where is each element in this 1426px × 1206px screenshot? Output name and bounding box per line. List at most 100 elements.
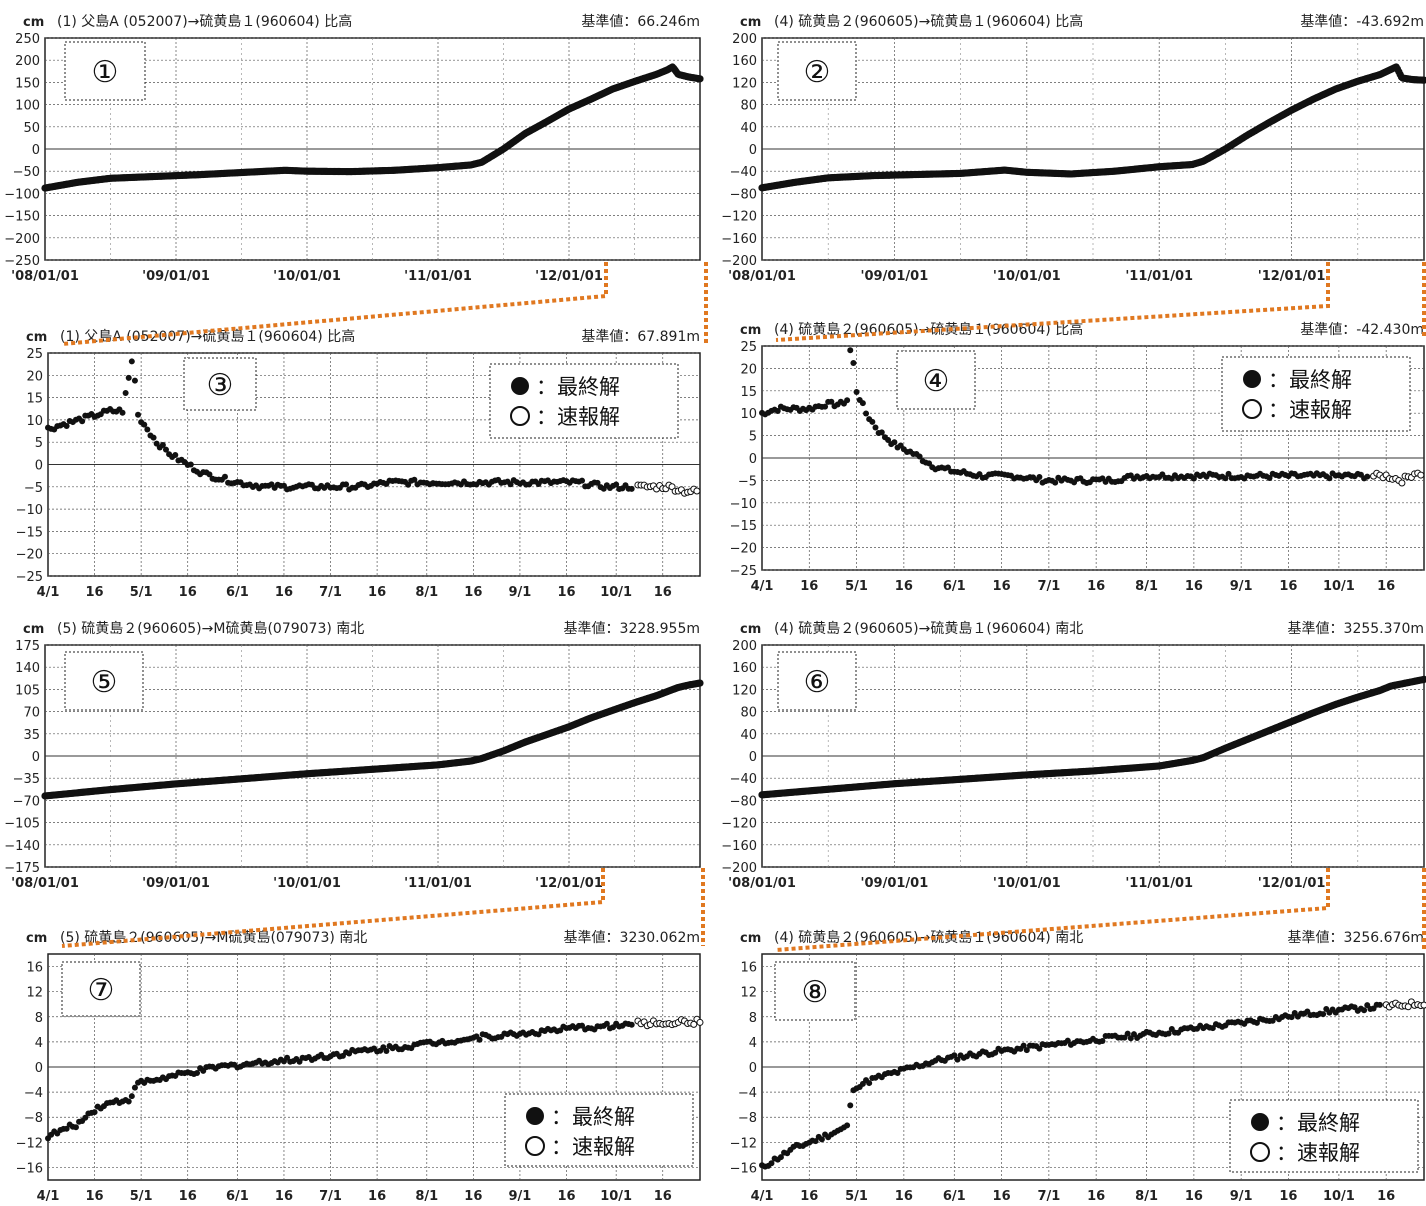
panel-badge: ③ (207, 368, 234, 403)
data-point (187, 461, 194, 468)
data-point (812, 1138, 819, 1145)
data-point (1326, 475, 1333, 482)
x-tick-label: '09/01/01 (861, 269, 929, 284)
y-tick-label: −8 (24, 1111, 43, 1126)
y-tick-label: −16 (730, 1161, 757, 1176)
y-tick-label: −5 (738, 474, 757, 489)
x-tick-label: 6/1 (226, 585, 249, 600)
x-tick-label: 16 (464, 585, 482, 600)
data-point (1361, 1007, 1368, 1014)
x-tick-label: '10/01/01 (273, 269, 341, 284)
x-tick-label: 16 (993, 579, 1011, 594)
data-point (206, 471, 213, 478)
data-point (150, 434, 157, 441)
series-rapid (1382, 998, 1426, 1011)
x-tick-label: 16 (557, 585, 575, 600)
y-tick-label: 0 (749, 143, 757, 158)
chart-header: (5) 硫黄島２(960605)→M硫黄島(079073) 南北 (57, 620, 364, 637)
y-tick-label: −16 (16, 1161, 43, 1176)
x-tick-label: 5/1 (845, 579, 868, 594)
y-tick-label: −10 (730, 497, 757, 512)
y-tick-label: 10 (26, 414, 43, 429)
data-point (859, 400, 866, 407)
y-tick-label: −4 (24, 1086, 43, 1101)
data-point (951, 1052, 958, 1059)
legend-rapid-marker (510, 406, 530, 426)
y-tick-label: −25 (730, 564, 757, 579)
data-point (141, 421, 148, 428)
y-tick-label: −40 (730, 165, 757, 180)
x-tick-label: '09/01/01 (142, 876, 210, 891)
x-tick-label: 5/1 (845, 1189, 868, 1204)
unit-label: cm (26, 931, 47, 946)
chart-header: (4) 硫黄島２(960605)→硫黄島１(960604) 南北 (774, 929, 1083, 946)
y-tick-label: −4 (738, 1086, 757, 1101)
x-tick-label: 16 (368, 1189, 386, 1204)
x-tick-label: 16 (895, 1189, 913, 1204)
y-tick-label: 0 (749, 452, 757, 467)
panel-badge-box (183, 357, 257, 411)
series-final (758, 675, 1426, 799)
y-tick-label: −20 (730, 542, 757, 557)
legend-final-marker (511, 377, 529, 395)
x-tick-label: 7/1 (319, 1189, 342, 1204)
legend-final-label: ：最終解 (551, 1105, 635, 1129)
y-tick-label: 250 (15, 32, 40, 47)
x-tick-label: 16 (800, 1189, 818, 1204)
y-tick-label: 15 (740, 385, 757, 400)
data-point (1052, 479, 1059, 486)
data-point (696, 75, 704, 83)
data-point (693, 487, 701, 495)
panel-badge: ④ (923, 364, 950, 399)
data-point (696, 1018, 704, 1026)
unit-label: cm (740, 931, 761, 946)
data-point (383, 1048, 390, 1055)
data-point (194, 1069, 201, 1076)
x-tick-label: '12/01/01 (535, 269, 603, 284)
x-tick-label: 7/1 (1037, 579, 1060, 594)
legend-final-label: ：最終解 (1268, 368, 1352, 392)
data-point (594, 479, 601, 486)
data-point (844, 1122, 851, 1129)
data-point (535, 1031, 542, 1038)
y-tick-label: −15 (730, 519, 757, 534)
x-tick-label: 9/1 (1230, 579, 1253, 594)
chart-header: (1) 父島A (052007)→硫黄島１(960604) 比高 (57, 13, 352, 30)
zoom-connector (775, 262, 1330, 342)
x-tick-label: 8/1 (415, 1189, 438, 1204)
x-tick-label: '11/01/01 (1125, 876, 1193, 891)
data-point (128, 1093, 135, 1100)
y-tick-label: −20 (16, 548, 43, 563)
data-point (891, 439, 898, 446)
x-tick-label: '10/01/01 (993, 876, 1061, 891)
data-point (135, 411, 142, 418)
x-tick-label: 16 (1279, 1189, 1297, 1204)
data-point (1020, 1042, 1027, 1049)
y-tick-label: −40 (730, 772, 757, 787)
data-point (628, 485, 635, 492)
data-point (131, 1084, 138, 1091)
x-tick-label: '08/01/01 (728, 876, 796, 891)
x-tick-label: 4/1 (751, 1189, 774, 1204)
legend-rapid-marker (1242, 399, 1262, 419)
chart-panel-6: 200 160 120 80 40 0 −40 −80 −120 −160 −200'08/01/0… (721, 620, 1426, 891)
x-tick-label: '08/01/01 (728, 269, 796, 284)
y-tick-label: −12 (16, 1136, 43, 1151)
data-point (1165, 1030, 1172, 1037)
x-tick-label: 4/1 (37, 585, 60, 600)
y-tick-label: 120 (732, 683, 757, 698)
unit-label: cm (740, 323, 761, 338)
data-point (1420, 1001, 1426, 1009)
y-tick-label: 40 (740, 728, 757, 743)
y-tick-label: 160 (732, 54, 757, 69)
y-tick-label: −80 (730, 794, 757, 809)
data-point (628, 1021, 635, 1028)
legend-rapid-label: ：速報解 (1268, 398, 1352, 422)
chart-header: (4) 硫黄島２(960605)→硫黄島１(960604) 南北 (774, 620, 1083, 637)
chart-header: (1) 父島A (052007)→硫黄島１(960604) 比高 (60, 328, 355, 345)
data-point (1190, 475, 1197, 482)
data-point (850, 359, 857, 366)
data-point (1288, 1014, 1295, 1021)
reference-value: 基準値：3228.955m (564, 620, 700, 637)
y-tick-label: −120 (721, 210, 757, 225)
